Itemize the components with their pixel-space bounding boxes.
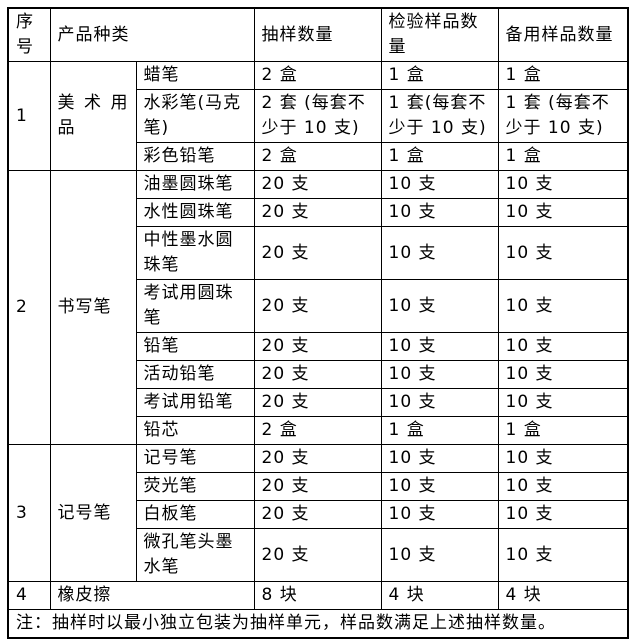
cell-inspection-sample-quantity: 10 支 (380, 360, 499, 389)
cell-product-name: 彩色铅笔 (135, 142, 255, 171)
cell-product-name: 中性墨水圆珠笔 (135, 226, 255, 280)
table-row: 3 记号笔 记号笔 20 支 10 支 10 支 (7, 444, 629, 582)
note-row: 注：抽样时以最小独立包装为抽样单元，样品数满足上述抽样数量。 (7, 609, 629, 639)
cell-sampling-quantity: 20 支 (253, 226, 382, 280)
table-row: 2 书写笔 油墨圆珠笔 20 支 10 支 10 支 (7, 170, 629, 445)
cell-inspection-sample-quantity: 10 支 (380, 528, 499, 582)
cell-spare-sample-quantity: 10 支 (497, 444, 629, 473)
cell-product-category: 书写笔 (49, 170, 137, 445)
cell-product-name: 荧光笔 (135, 472, 255, 501)
cell-inspection-sample-quantity: 10 支 (380, 500, 499, 529)
cell-serial-number: 4 (7, 581, 51, 610)
cell-spare-sample-quantity: 1 盒 (497, 142, 629, 171)
cell-sampling-quantity: 2 套 (每套不少于 10 支) (253, 89, 382, 143)
cell-spare-sample-quantity: 1 盒 (497, 61, 629, 90)
cell-product-name: 蜡笔 (135, 61, 255, 90)
cell-sampling-quantity: 20 支 (253, 198, 382, 227)
cell-inspection-sample-quantity: 10 支 (380, 170, 499, 199)
cell-product-name: 活动铅笔 (135, 360, 255, 389)
cell-sampling-quantity: 20 支 (253, 472, 382, 501)
cell-product-name: 记号笔 (135, 444, 255, 473)
cell-sampling-quantity: 20 支 (253, 170, 382, 199)
col-header-inspection-sample-quantity: 检验样品数量 (380, 7, 499, 62)
cell-spare-sample-quantity: 10 支 (497, 332, 629, 361)
cell-serial-number: 2 (7, 170, 51, 445)
cell-inspection-sample-quantity: 1 盒 (380, 61, 499, 90)
cell-spare-sample-quantity: 10 支 (497, 170, 629, 199)
cell-inspection-sample-quantity: 1 盒 (380, 416, 499, 445)
col-header-serial-number: 序号 (7, 7, 51, 62)
cell-product-category: 记号笔 (49, 444, 137, 582)
cell-product-name: 微孔笔头墨水笔 (135, 528, 255, 582)
cell-spare-sample-quantity: 10 支 (497, 528, 629, 582)
table-note: 注：抽样时以最小独立包装为抽样单元，样品数满足上述抽样数量。 (7, 609, 629, 639)
cell-sampling-quantity: 20 支 (253, 444, 382, 473)
cell-sampling-quantity: 20 支 (253, 332, 382, 361)
cell-sampling-quantity: 20 支 (253, 500, 382, 529)
table-row: 活动铅笔 20 支 10 支 10 支 (8, 360, 629, 389)
cell-spare-sample-quantity: 10 支 (497, 360, 629, 389)
table-row: 水彩笔(马克笔) 2 套 (每套不少于 10 支) 1 套(每套不少于 10 支) 1… (8, 89, 629, 143)
cell-spare-sample-quantity: 10 支 (497, 472, 629, 501)
cell-product-name: 水彩笔(马克笔) (135, 89, 255, 143)
col-header-spare-sample-quantity: 备用样品数量 (497, 7, 629, 62)
cell-product-name: 白板笔 (135, 500, 255, 529)
cell-product-category: 橡皮擦 (49, 581, 255, 610)
cell-sampling-quantity: 20 支 (253, 528, 382, 582)
cell-product-name: 铅芯 (135, 416, 255, 445)
cell-product-name: 铅笔 (135, 332, 255, 361)
cell-inspection-sample-quantity: 10 支 (380, 226, 499, 280)
cell-sampling-quantity: 20 支 (253, 388, 382, 417)
cell-inspection-sample-quantity: 10 支 (380, 472, 499, 501)
table-row: 铅笔 20 支 10 支 10 支 (8, 332, 629, 361)
cell-product-name: 水性圆珠笔 (135, 198, 255, 227)
cell-product-name: 考试用铅笔 (135, 388, 255, 417)
table-row: 中性墨水圆珠笔 20 支 10 支 10 支 (8, 226, 629, 280)
cell-product-name: 油墨圆珠笔 (135, 170, 255, 199)
table-row: 荧光笔 20 支 10 支 10 支 (8, 472, 629, 501)
col-header-sampling-quantity: 抽样数量 (253, 7, 382, 62)
cell-spare-sample-quantity: 1 套 (每套不少于 10 支) (497, 89, 629, 143)
cell-inspection-sample-quantity: 1 套(每套不少于 10 支) (380, 89, 499, 143)
table-row: 考试用圆珠笔 20 支 10 支 10 支 (8, 279, 629, 333)
cell-spare-sample-quantity: 10 支 (497, 198, 629, 227)
cell-product-name: 考试用圆珠笔 (135, 279, 255, 333)
cell-spare-sample-quantity: 10 支 (497, 500, 629, 529)
table-row: 白板笔 20 支 10 支 10 支 (8, 500, 629, 529)
cell-spare-sample-quantity: 1 盒 (497, 416, 629, 445)
cell-sampling-quantity: 8 块 (253, 581, 382, 610)
cell-inspection-sample-quantity: 10 支 (380, 332, 499, 361)
table-row: 水性圆珠笔 20 支 10 支 10 支 (8, 198, 629, 227)
cell-spare-sample-quantity: 10 支 (497, 279, 629, 333)
cell-inspection-sample-quantity: 4 块 (380, 581, 499, 610)
table-row: 微孔笔头墨水笔 20 支 10 支 10 支 (8, 528, 629, 582)
cell-spare-sample-quantity: 10 支 (497, 226, 629, 280)
cell-sampling-quantity: 2 盒 (253, 142, 382, 171)
cell-sampling-quantity: 2 盒 (253, 416, 382, 445)
table-row: 考试用铅笔 20 支 10 支 10 支 (8, 388, 629, 417)
cell-spare-sample-quantity: 10 支 (497, 388, 629, 417)
cell-serial-number: 1 (7, 61, 51, 171)
col-header-product-type: 产品种类 (49, 7, 255, 62)
cell-inspection-sample-quantity: 10 支 (380, 198, 499, 227)
cell-spare-sample-quantity: 4 块 (497, 581, 629, 610)
cell-inspection-sample-quantity: 10 支 (380, 279, 499, 333)
header-row: 序号 产品种类 抽样数量 检验样品数量 备用样品数量 (7, 7, 629, 62)
cell-product-category: 美术用品 (49, 61, 137, 171)
cell-sampling-quantity: 20 支 (253, 279, 382, 333)
cell-serial-number: 3 (7, 444, 51, 582)
cell-inspection-sample-quantity: 1 盒 (380, 142, 499, 171)
cell-inspection-sample-quantity: 10 支 (380, 444, 499, 473)
cell-sampling-quantity: 2 盒 (253, 61, 382, 90)
cell-inspection-sample-quantity: 10 支 (380, 388, 499, 417)
cell-sampling-quantity: 20 支 (253, 360, 382, 389)
